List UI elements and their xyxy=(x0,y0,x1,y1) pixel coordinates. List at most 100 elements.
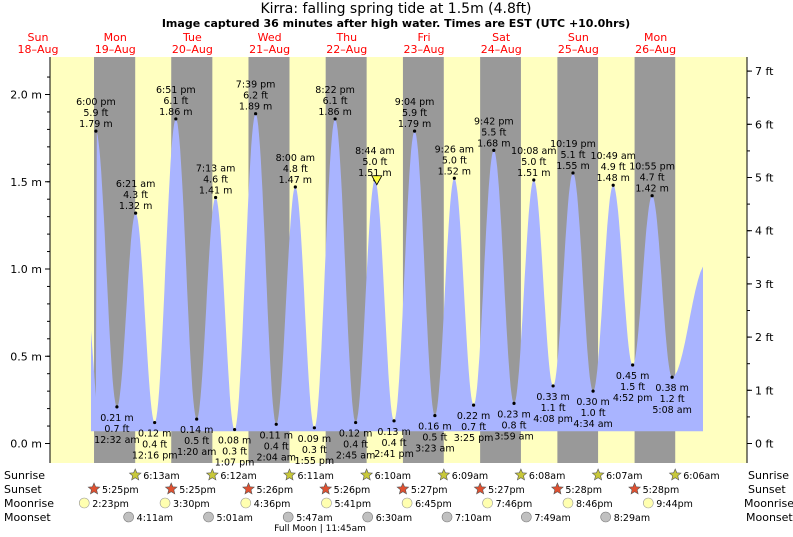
day-date: 26–Aug xyxy=(635,43,676,56)
sunset-icon xyxy=(473,482,487,495)
tide-m: 1.51 m xyxy=(358,168,391,179)
sunset-time: 5:26pm xyxy=(334,485,371,496)
high-tide-label: 6:21 am4.3 ft1.32 m xyxy=(116,179,155,212)
day-date: 22–Aug xyxy=(326,43,367,56)
moonset-icon xyxy=(441,511,453,523)
sunset-icon xyxy=(550,482,564,495)
tide-point xyxy=(354,420,358,425)
left-tick-label: 1.5 m xyxy=(10,176,42,189)
tide-m: 1.79 m xyxy=(398,119,431,130)
moon-phase-note: Full Moon | 11:45am xyxy=(274,524,366,534)
tide-time: 3:23 am xyxy=(415,444,454,455)
high-tide-label: 8:22 pm6.1 ft1.86 m xyxy=(315,85,355,118)
tide-point xyxy=(591,389,595,393)
tide-ft: 0.3 ft xyxy=(302,445,327,456)
high-tide-label: 9:04 pm5.9 ft1.79 m xyxy=(395,97,435,130)
tide-m: 0.11 m xyxy=(260,430,293,441)
tide-m: 0.16 m xyxy=(418,422,451,433)
tide-time: 3:59 am xyxy=(494,431,533,442)
tide-ft: 0.7 ft xyxy=(461,422,486,433)
sunset-time: 5:28pm xyxy=(565,485,602,496)
tide-time: 1:20 am xyxy=(177,447,216,458)
moonset-icon xyxy=(123,511,134,523)
low-tide-label: 0.30 m1.0 ft4:34 am xyxy=(573,397,612,430)
sunrise-time: 6:12am xyxy=(220,471,256,482)
tide-ft: 4.8 ft xyxy=(283,164,308,175)
tide-time: 7:13 am xyxy=(196,163,235,174)
sunrise-time: 6:06am xyxy=(683,471,719,482)
sunset-time: 5:27pm xyxy=(411,485,448,496)
tide-time: 4:52 pm xyxy=(613,393,653,404)
tide-point xyxy=(392,419,396,423)
tide-time: 8:44 am xyxy=(355,146,394,157)
tide-m: 1.52 m xyxy=(438,166,471,177)
tide-point xyxy=(631,363,635,367)
tide-time: 3:25 pm xyxy=(454,433,494,444)
tide-time: 10:55 pm xyxy=(629,162,675,173)
tide-ft: 0.5 ft xyxy=(422,433,447,444)
low-tide-label: 0.33 m1.1 ft4:08 pm xyxy=(533,392,573,425)
high-tide-label: 10:19 pm5.1 ft1.55 m xyxy=(550,139,596,172)
tide-m: 1.32 m xyxy=(119,201,152,212)
sunset-time: 5:26pm xyxy=(256,485,293,496)
tide-m: 1.86 m xyxy=(318,107,351,118)
chart-title: Kirra: falling spring tide at 1.5m (4.8f… xyxy=(260,1,531,17)
sunset-icon xyxy=(628,482,642,495)
right-tick-label: 1 ft xyxy=(755,384,774,397)
current-tide-marker xyxy=(371,175,383,186)
tide-point xyxy=(650,194,654,198)
low-tide-label: 0.11 m0.4 ft2:04 am xyxy=(257,430,296,463)
moonrise-time: 6:45pm xyxy=(415,499,452,510)
tide-m: 0.13 m xyxy=(377,427,410,438)
sunrise-time: 6:07am xyxy=(606,471,642,482)
high-tide-label: 10:49 am4.9 ft1.48 m xyxy=(590,151,635,184)
day-date: 24–Aug xyxy=(481,43,522,56)
tide-point xyxy=(94,129,98,133)
moonset-time: 6:30am xyxy=(376,513,412,524)
high-tide-label: 8:44 am5.0 ft1.51 m xyxy=(355,146,394,179)
low-tide-label: 0.14 m0.5 ft1:20 am xyxy=(177,425,216,458)
sunrise-icon xyxy=(283,468,296,481)
left-tick-label: 1.0 m xyxy=(10,263,42,276)
sunset-icon xyxy=(396,482,410,495)
day-name: Thu xyxy=(335,31,357,44)
moonset-icon xyxy=(203,511,214,523)
left-tick-label: 2.0 m xyxy=(10,89,42,102)
sunrise-icon xyxy=(128,468,142,481)
right-tick-label: 0 ft xyxy=(755,438,774,451)
row-label-moonset: Moonset xyxy=(4,511,51,524)
low-tide-label: 0.38 m1.2 ft5:08 am xyxy=(652,383,691,416)
high-tide-label: 7:39 pm6.2 ft1.89 m xyxy=(236,80,276,113)
tide-time: 12:16 pm xyxy=(132,451,178,462)
right-tick-label: 3 ft xyxy=(755,278,774,291)
row-label-sunrise-right: Sunrise xyxy=(748,469,789,482)
high-tide-label: 8:00 am4.8 ft1.47 m xyxy=(276,153,315,186)
tide-point xyxy=(214,195,218,200)
moonset-time: 7:49am xyxy=(534,513,570,524)
day-date: 21–Aug xyxy=(249,43,290,56)
right-tick-label: 2 ft xyxy=(755,331,774,344)
tide-time: 12:32 am xyxy=(94,435,139,446)
sunrise-time: 6:10am xyxy=(375,471,411,482)
tide-m: 1.41 m xyxy=(199,185,232,196)
sunrise-icon xyxy=(591,468,605,481)
tide-m: 1.47 m xyxy=(279,175,312,186)
low-tide-label: 0.08 m0.3 ft1:07 pm xyxy=(215,436,255,469)
low-tide-label: 0.13 m0.4 ft2:41 pm xyxy=(374,427,414,460)
tide-m: 0.14 m xyxy=(180,425,213,436)
day-date: 18–Aug xyxy=(18,43,59,56)
tide-ft: 5.9 ft xyxy=(402,108,427,119)
tide-time: 5:08 am xyxy=(652,405,691,416)
tide-time: 1:07 pm xyxy=(215,458,255,469)
tide-ft: 5.9 ft xyxy=(83,108,108,119)
tide-time: 9:04 pm xyxy=(395,97,435,108)
day-date: 25–Aug xyxy=(558,43,599,56)
tide-ft: 5.0 ft xyxy=(521,157,546,168)
tide-ft: 0.4 ft xyxy=(382,438,407,449)
day-date: 19–Aug xyxy=(95,43,136,56)
tide-time: 2:45 am xyxy=(336,451,375,462)
tide-point xyxy=(134,211,138,215)
row-label-sunrise: Sunrise xyxy=(4,469,45,482)
